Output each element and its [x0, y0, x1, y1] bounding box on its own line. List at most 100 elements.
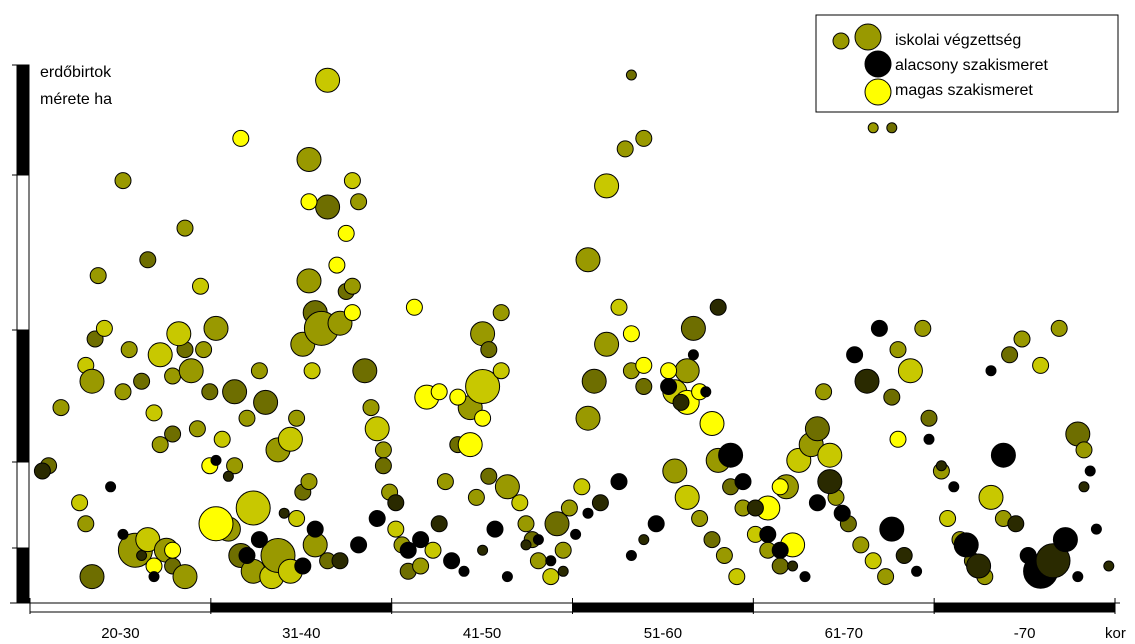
bubble-school — [226, 457, 244, 475]
bubble-low-skill — [672, 393, 690, 411]
y-axis-segment — [16, 329, 30, 463]
bubble-school — [52, 399, 70, 417]
bubble-low-skill — [879, 516, 905, 542]
bubble-low-skill — [117, 528, 129, 540]
bubble-low-skill — [222, 470, 234, 482]
bubble-school — [288, 510, 306, 527]
bubble-low-skill — [520, 539, 532, 551]
bubble-low-skill — [966, 553, 992, 579]
bubble-low-skill — [486, 520, 504, 538]
bubble-school — [424, 541, 442, 559]
x-axis-segment — [572, 602, 754, 613]
bubble-low-skill — [647, 515, 665, 533]
bubble-school — [728, 568, 746, 586]
bubble-low-skill — [808, 494, 826, 512]
bubble-low-skill — [306, 520, 324, 538]
bubble-high-skill — [635, 356, 653, 374]
bubble-high-skill — [699, 411, 725, 436]
bubble-low-skill — [278, 507, 290, 519]
y-axis-segment — [16, 174, 30, 331]
bubble-school — [172, 564, 198, 590]
bubble-low-skill — [250, 531, 268, 549]
bubble-low-skill — [687, 349, 699, 361]
bubble-school — [71, 494, 89, 512]
bubble-school — [145, 404, 163, 422]
legend-high-icon — [864, 78, 892, 106]
x-axis-segment — [210, 602, 393, 613]
x-axis-segment — [29, 602, 212, 613]
bubble-school — [151, 436, 169, 454]
legend-label-high: magas szakismeret — [895, 82, 1033, 99]
bubble-low-skill — [368, 510, 386, 527]
bubble-school — [250, 362, 268, 380]
bubble-school — [238, 409, 256, 427]
bubble-school — [1032, 356, 1050, 374]
bubble-school — [492, 362, 510, 380]
x-tick-label: -70 — [1014, 625, 1036, 642]
bubble-high-skill — [889, 430, 907, 448]
bubble-low-skill — [458, 565, 470, 577]
bubble-school — [178, 358, 204, 384]
labels-group: erdőbirtok mérete ha kor — [40, 64, 1126, 642]
bubble-low-skill — [412, 531, 430, 549]
bubble-school — [674, 358, 700, 384]
bubble-school — [1075, 441, 1093, 459]
bubble-high-skill — [164, 541, 182, 559]
bubble-low-skill — [591, 494, 609, 512]
bubble-low-skill — [294, 557, 312, 575]
y-axis-segment — [16, 64, 30, 176]
bubble-school — [889, 341, 907, 359]
bubble-low-skill — [923, 433, 935, 445]
bubble-low-skill — [817, 469, 843, 495]
bubble-school — [883, 388, 901, 406]
bubble-school — [594, 173, 620, 199]
legend-school-large-icon — [854, 23, 882, 51]
bubble-low-skill — [1052, 527, 1078, 553]
bubble-school — [235, 490, 271, 526]
bubble-low-skill — [610, 473, 628, 491]
x-axis-label: kor — [1105, 625, 1126, 642]
bubble-school — [467, 488, 485, 506]
bubble-low-skill — [136, 550, 148, 561]
bubble-low-skill — [895, 547, 913, 564]
bubble-school — [480, 341, 498, 359]
bubble-low-skill — [935, 460, 947, 472]
bubble-school — [315, 194, 341, 220]
x-axis-segment — [933, 602, 1116, 613]
bubble-low-skill — [557, 565, 569, 577]
bubble-low-skill — [1007, 515, 1025, 533]
bubble-low-skill — [331, 552, 349, 570]
bubble-low-skill — [746, 499, 764, 517]
x-tick-label: 61-70 — [825, 625, 863, 642]
bubble-low-skill — [477, 544, 489, 556]
bubble-school — [1050, 319, 1068, 337]
bubble-low-skill — [854, 368, 880, 394]
bubble-school — [164, 367, 182, 385]
x-axis-segment — [391, 602, 573, 613]
bubble-school — [343, 277, 361, 295]
bubble-school — [625, 69, 637, 81]
bubble-school — [581, 368, 607, 394]
bubble-school — [771, 557, 789, 575]
bubble-school — [412, 557, 430, 575]
x-tick-label: 41-50 — [463, 625, 501, 642]
bubble-school — [886, 122, 898, 134]
legend-school-small-icon — [832, 32, 850, 50]
legend-label-school: iskolai végzettség — [895, 32, 1021, 49]
bubble-school — [616, 140, 634, 158]
bubble-school — [978, 484, 1004, 510]
bubble-school — [529, 552, 547, 570]
bubble-school — [914, 319, 932, 337]
bubble-school — [147, 342, 173, 368]
bubble-high-skill — [660, 362, 678, 380]
x-tick-label: 51-60 — [644, 625, 682, 642]
bubble-school — [133, 372, 151, 390]
bubble-school — [362, 399, 380, 417]
bubble-school — [635, 378, 653, 395]
x-tick-label: 31-40 — [282, 625, 320, 642]
bubble-school — [817, 442, 843, 468]
bubble-school — [114, 172, 132, 190]
bubble-school — [610, 298, 628, 316]
